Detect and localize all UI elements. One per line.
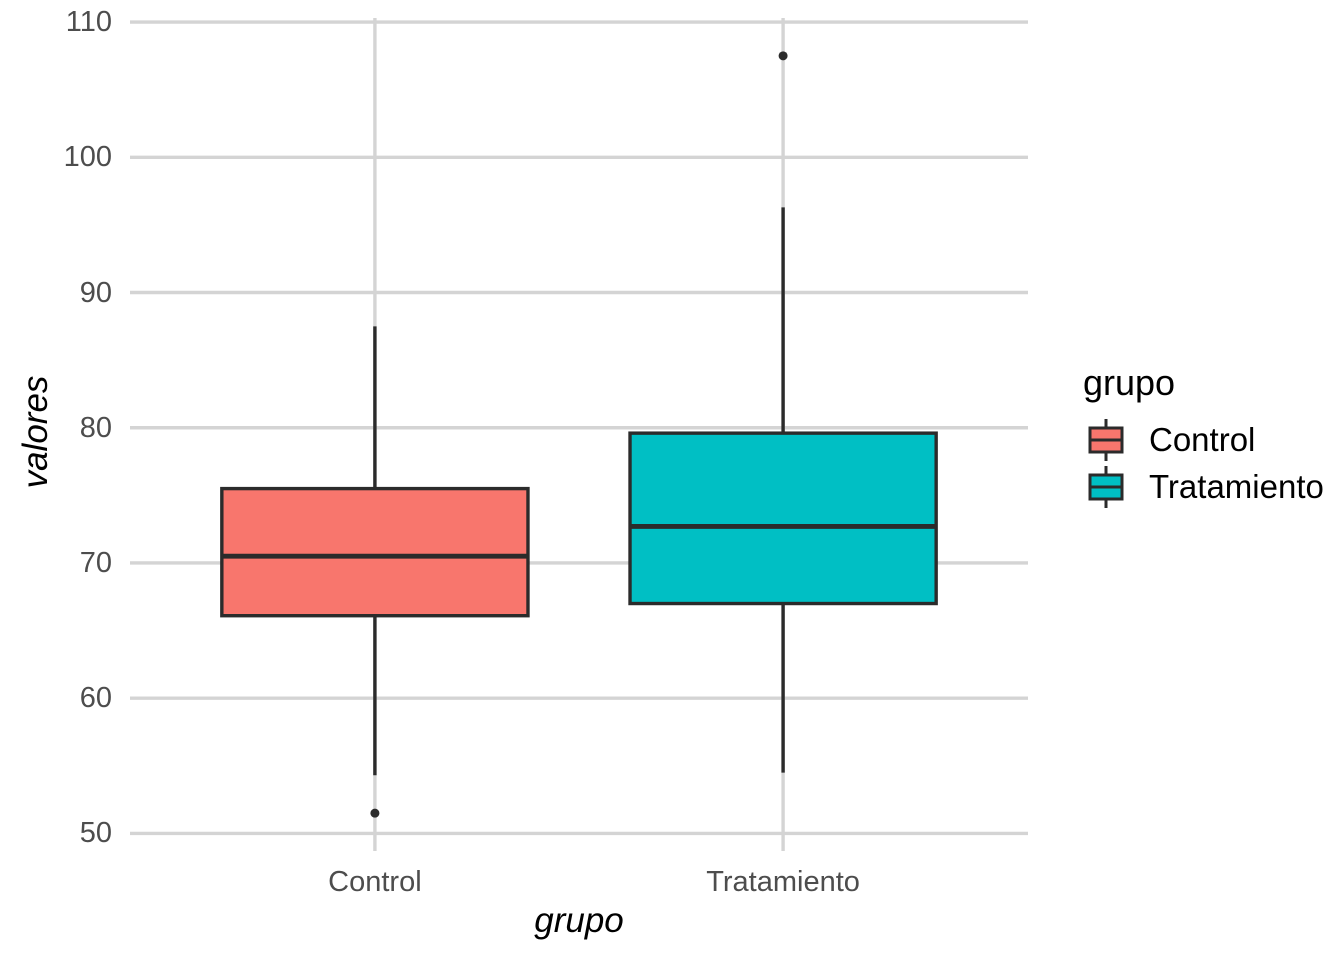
y-axis-title: valores [16,375,55,489]
legend-key-boxplot-icon [1088,465,1124,508]
y-tick-label-70: 70 [79,546,112,579]
legend-title: grupo [1083,362,1176,403]
legend-item-control: Control [1083,416,1324,463]
y-tick-label-110: 110 [65,6,112,39]
outlier-point-tratamiento [778,51,788,61]
x-axis-title: grupo [534,901,624,940]
legend-item-tratamiento: Tratamiento [1083,463,1324,510]
y-tick-label-50: 50 [79,817,112,850]
legend-label: Control [1149,420,1256,458]
y-tick-label-60: 60 [79,682,112,715]
y-tick-label-80: 80 [79,411,112,444]
y-tick-label-90: 90 [79,276,112,309]
x-tick-label-tratamiento: Tratamiento [706,866,860,898]
box-control [220,486,530,618]
legend-label: Tratamiento [1149,467,1324,505]
x-tick-label-control: Control [328,866,422,898]
outlier-point-control [370,808,380,818]
legend: grupo Control Tratamiento [1083,362,1324,510]
box-tratamiento [628,431,938,606]
legend-key-boxplot-icon [1088,418,1124,461]
y-tick-label-100: 100 [63,141,112,174]
